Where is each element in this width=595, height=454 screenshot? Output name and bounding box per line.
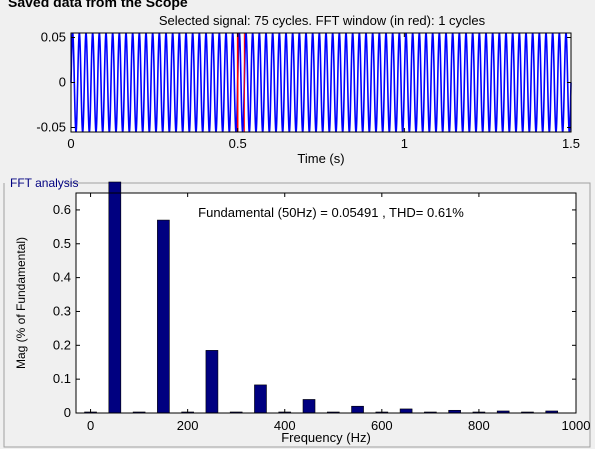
fft-y-tick-label: 0.3: [53, 303, 71, 318]
fft-x-tick-label: 1000: [562, 418, 591, 433]
signal-y-tick-label: 0.05: [41, 30, 66, 45]
fft-x-tick-label: 200: [177, 418, 199, 433]
fft-chart-title: Fundamental (50Hz) = 0.05491 , THD= 0.61…: [198, 205, 464, 220]
fft-x-tick-label: 400: [274, 418, 296, 433]
fft-bars: [84, 181, 559, 414]
fft-plot-frame: [75, 192, 577, 414]
fft-axis-ticks: 0 200 400 600 800 1000 0 0.1 0.2 0.3 0.4 0.5 0.6: [53, 193, 591, 433]
signal-chart: Selected signal: 75 cycles. FFT window (…: [36, 13, 580, 166]
fft-bar: [157, 219, 170, 414]
fft-bar: [302, 399, 316, 414]
fft-analysis-panel: FFT analysis: [3, 176, 591, 448]
signal-marks: [70, 32, 572, 133]
panel-border: [3, 182, 591, 448]
fft-title-backdrop: [196, 204, 467, 221]
signal-y-tick-label: -0.05: [36, 120, 66, 135]
fft-chart: 0 200 400 600 800 1000 0 0.1 0.2 0.3 0.4 0.5 0.6 Fun…: [14, 181, 591, 445]
fft-x-tick-label: 0: [87, 418, 94, 433]
fft-bar: [205, 350, 219, 414]
fft-bar: [254, 384, 267, 414]
fft-y-label: Mag (% of Fundamental): [14, 237, 28, 369]
fft-bar: [108, 181, 122, 414]
signal-x-tick-label: 0: [67, 136, 74, 151]
fft-y-tick-label: 0.5: [53, 236, 71, 251]
signal-line: [70, 32, 572, 133]
fft-y-tick-label: 0.2: [53, 337, 71, 352]
fft-x-tick-label: 800: [468, 418, 490, 433]
signal-x-label: Time (s): [297, 151, 344, 166]
signal-y-tick-label: 0: [59, 75, 66, 90]
fft-bar: [351, 405, 364, 414]
signal-x-tick-label: 1: [401, 136, 408, 151]
fft-x-tick-label: 600: [371, 418, 393, 433]
signal-x-tick-label: 0.5: [229, 136, 247, 151]
fft-y-tick-label: 0: [64, 405, 71, 420]
panel-title: FFT analysis: [10, 176, 78, 190]
signal-x-tick-label: 1.5: [562, 136, 580, 151]
fft-bar: [399, 408, 413, 414]
fft-plot-area[interactable]: [76, 193, 576, 413]
fft-y-tick-label: 0.1: [53, 371, 71, 386]
fft-x-label: Frequency (Hz): [281, 430, 371, 445]
fft-y-tick-label: 0.6: [53, 202, 71, 217]
fft-y-tick-label: 0.4: [53, 270, 71, 285]
signal-chart-title: Selected signal: 75 cycles. FFT window (…: [159, 13, 486, 28]
top-clipped-text: Saved data from the Scope: [8, 0, 188, 10]
